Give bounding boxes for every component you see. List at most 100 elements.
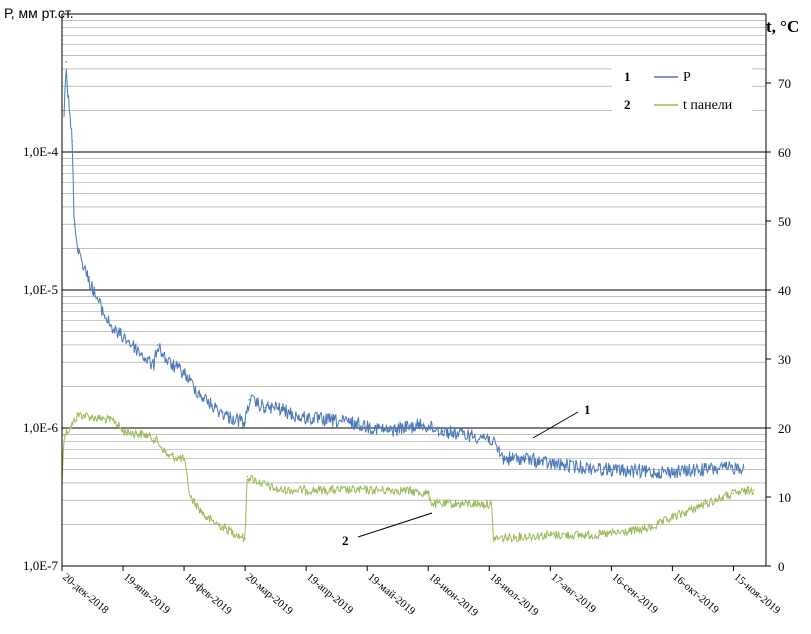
data-point xyxy=(134,347,137,349)
data-point xyxy=(248,399,250,401)
data-point xyxy=(628,530,631,533)
right-tick-label: 40 xyxy=(778,283,791,298)
data-point xyxy=(492,537,495,540)
data-point xyxy=(167,454,169,457)
data-point xyxy=(260,482,263,485)
data-point xyxy=(366,489,369,491)
annotation-label-1: 1 xyxy=(584,402,591,417)
series-line-t xyxy=(61,412,755,544)
data-point xyxy=(77,247,80,250)
x-axis-ticks: 20-дек-2018 19-янв-2019 18-фев-2019 20-мар-… xyxy=(60,566,783,619)
data-point xyxy=(704,468,706,471)
data-point xyxy=(421,424,423,426)
x-tick-label: 17-авг-2019 xyxy=(548,571,598,616)
annotations: 1 2 xyxy=(342,402,591,548)
data-point xyxy=(549,534,552,536)
data-point xyxy=(297,416,299,418)
x-tick-label: 20-мар-2019 xyxy=(243,571,295,618)
data-point xyxy=(488,436,491,439)
data-point xyxy=(305,489,307,491)
data-point xyxy=(431,503,434,505)
data-point xyxy=(610,468,613,471)
data-point xyxy=(427,492,430,495)
legend-label-p: P xyxy=(683,70,691,85)
data-point xyxy=(228,416,230,418)
data-point xyxy=(462,433,464,436)
data-point xyxy=(197,391,200,394)
data-point xyxy=(167,361,169,363)
data-point xyxy=(671,471,674,473)
data-point xyxy=(93,416,96,419)
data-point xyxy=(65,61,67,63)
right-axis-ticks: 0 10 20 30 40 50 60 70 xyxy=(766,76,791,574)
x-tick-label: 19-апр-2019 xyxy=(304,571,355,617)
data-point xyxy=(122,430,124,433)
data-point xyxy=(223,527,226,529)
right-tick-label: 50 xyxy=(778,214,791,229)
data-point xyxy=(264,407,267,409)
series-p xyxy=(63,61,745,479)
legend-number-p: 1 xyxy=(624,69,631,84)
data-point xyxy=(400,489,403,491)
data-point xyxy=(114,420,116,422)
left-axis-title: Р, мм рт.ст. xyxy=(4,5,74,21)
x-tick-label: 16-сен-2019 xyxy=(609,571,660,617)
data-point xyxy=(183,372,185,374)
data-point xyxy=(671,516,674,519)
data-point xyxy=(144,357,147,360)
data-point xyxy=(63,109,65,112)
data-point xyxy=(183,458,185,460)
data-point xyxy=(752,489,755,491)
x-tick-label: 15-ноя-2019 xyxy=(732,571,783,617)
data-point xyxy=(244,421,246,424)
legend-label-t: t панели xyxy=(683,98,733,113)
annotation-leader-2 xyxy=(357,512,433,538)
data-point xyxy=(103,315,106,317)
data-point xyxy=(213,407,216,409)
right-tick-label: 10 xyxy=(778,490,791,505)
x-tick-label: 16-окт-2019 xyxy=(670,571,721,616)
data-point xyxy=(490,503,493,505)
data-point xyxy=(205,516,208,519)
data-point xyxy=(71,140,73,142)
data-point xyxy=(189,496,191,498)
x-tick-label: 19-янв-2019 xyxy=(121,571,172,617)
legend: 1 P 2 t панели xyxy=(612,62,752,118)
right-tick-label: 0 xyxy=(778,559,785,574)
data-point xyxy=(124,337,126,339)
right-tick-label: 70 xyxy=(778,76,791,91)
data-point xyxy=(93,292,96,294)
data-point xyxy=(156,441,159,443)
data-point xyxy=(732,492,735,495)
data-point xyxy=(502,457,505,460)
x-tick-label: 20-дек-2018 xyxy=(60,571,111,617)
left-axis-ticks: 1,0E-7 1,0E-6 1,0E-5 1,0E-4 xyxy=(23,144,59,573)
data-point xyxy=(85,273,88,276)
left-tick-label: 1,0E-6 xyxy=(23,420,59,435)
data-point xyxy=(549,463,552,465)
data-point xyxy=(472,503,474,505)
data-point xyxy=(152,365,155,368)
x-tick-label: 18-июн-2019 xyxy=(426,571,480,619)
annotation-label-2: 2 xyxy=(342,533,349,548)
data-point xyxy=(246,475,248,478)
data-point xyxy=(704,503,706,505)
series-t-panel xyxy=(61,412,755,544)
data-point xyxy=(525,457,527,460)
x-tick-label: 18-фев-2019 xyxy=(182,571,234,617)
x-tick-label: 18-июл-2019 xyxy=(487,571,541,619)
data-point xyxy=(144,434,147,436)
data-point xyxy=(348,421,350,424)
data-point xyxy=(77,413,80,416)
data-point xyxy=(156,344,159,346)
data-point xyxy=(63,434,65,436)
left-tick-label: 1,0E-4 xyxy=(23,144,59,159)
data-point xyxy=(276,407,279,409)
data-point xyxy=(580,466,582,468)
data-point xyxy=(276,489,279,491)
data-point xyxy=(244,537,246,540)
data-point xyxy=(73,223,76,225)
data-point xyxy=(649,527,651,529)
annotation-leader-1 xyxy=(532,411,579,439)
